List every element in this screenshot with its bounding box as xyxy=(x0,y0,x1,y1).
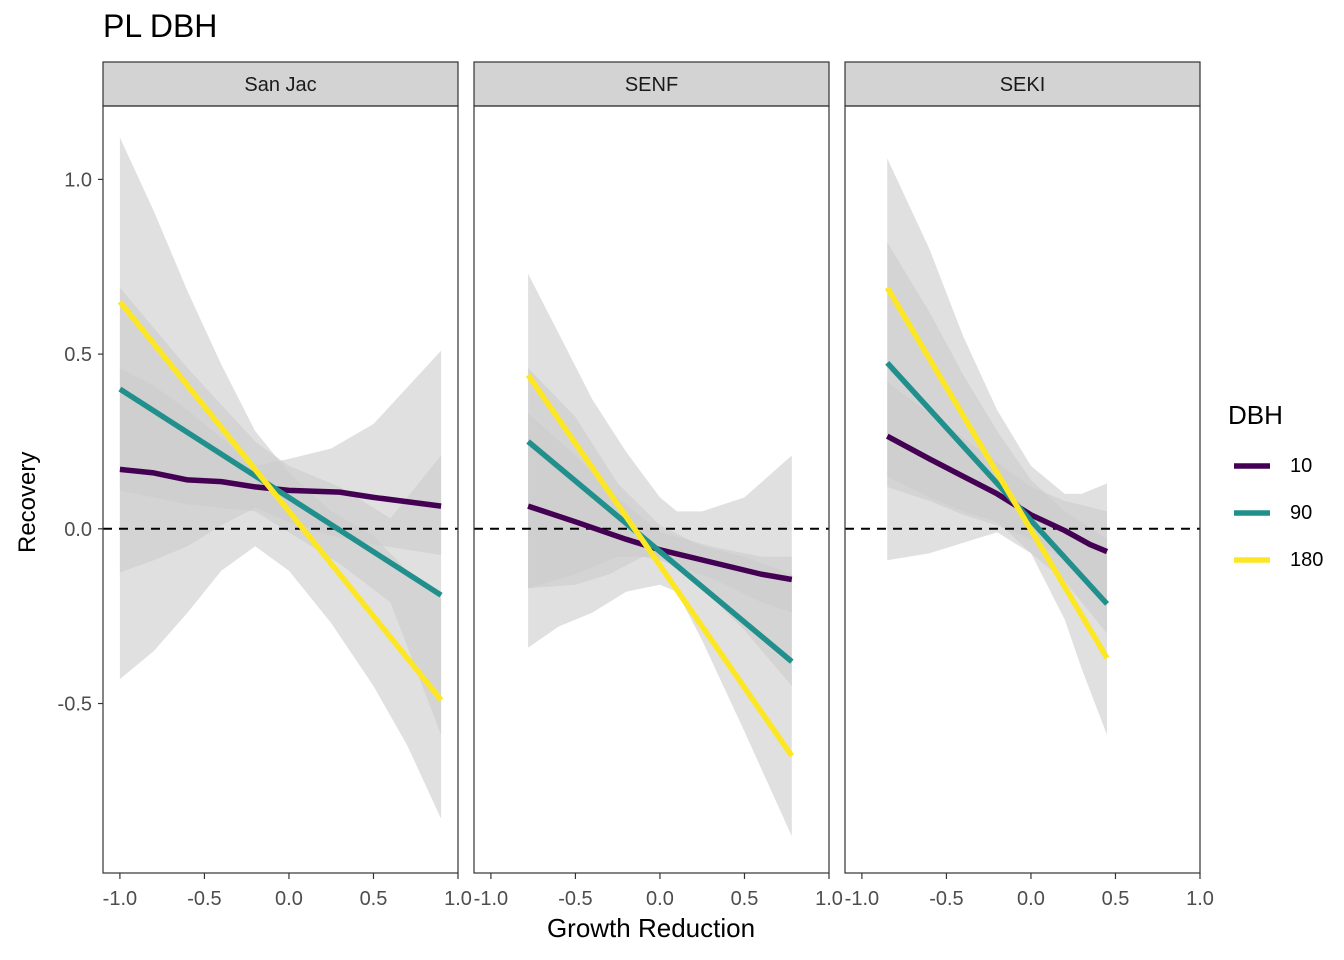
x-tick-label: 1.0 xyxy=(815,888,843,910)
facet-strip-label: SENF xyxy=(625,74,678,96)
x-tick-label: 1.0 xyxy=(1186,888,1214,910)
x-tick-label: -1.0 xyxy=(103,888,137,910)
legend-label-10: 10 xyxy=(1290,455,1313,477)
panel-plot-area xyxy=(103,137,458,819)
x-tick-label: -1.0 xyxy=(474,888,508,910)
y-tick-label: 1.0 xyxy=(64,169,92,191)
facet-strip-label: San Jac xyxy=(244,74,316,96)
series-line-dbh-10 xyxy=(119,466,442,509)
confidence-ribbon-180 xyxy=(887,158,1108,735)
x-tick-label: 0.0 xyxy=(275,888,303,910)
x-tick-label: -0.5 xyxy=(558,888,592,910)
x-tick-label: 0.0 xyxy=(1017,888,1045,910)
series-line-dbh-90 xyxy=(885,360,1110,606)
panel-border xyxy=(473,105,830,874)
x-tick-label: 1.0 xyxy=(444,888,472,910)
panel-plot-area xyxy=(474,273,829,837)
x-tick-label: 0.0 xyxy=(646,888,674,910)
y-tick-label: 0.0 xyxy=(64,519,92,541)
x-axis-label: Growth Reduction xyxy=(546,913,756,943)
y-tick-label: 0.5 xyxy=(64,344,92,366)
y-axis-label: Recovery xyxy=(14,451,41,553)
panel-senf: SENF -1.0 -0.5 0.0 0.5 1.0 xyxy=(473,61,843,910)
panel-seki: SEKI -1.0 -0.5 0.0 0.5 1.0 xyxy=(844,61,1214,910)
x-tick-label: 0.5 xyxy=(360,888,388,910)
legend-title: DBH xyxy=(1228,400,1283,430)
x-tick-label: -0.5 xyxy=(187,888,221,910)
series-line-dbh-180 xyxy=(525,373,795,758)
chart-title: PL DBH xyxy=(103,8,218,44)
panel-plot-area xyxy=(845,158,1200,735)
confidence-ribbon-180 xyxy=(119,137,442,819)
y-tick-label: -0.5 xyxy=(58,694,92,716)
panel-border xyxy=(102,105,459,874)
x-tick-label: -1.0 xyxy=(845,888,879,910)
facet-strip xyxy=(473,61,830,107)
panel-border xyxy=(844,105,1201,874)
x-tick-label: 0.5 xyxy=(1102,888,1130,910)
series-line-dbh-180 xyxy=(884,286,1110,660)
x-tick-label: 0.5 xyxy=(731,888,759,910)
facet-strip xyxy=(844,61,1201,107)
x-tick-label: -0.5 xyxy=(929,888,963,910)
series-line-dbh-90 xyxy=(526,439,794,664)
series-line-dbh-180 xyxy=(117,299,444,702)
panel-san-jac: San Jac -1.0 -0.5 0.0 0.5 1.0 xyxy=(102,61,472,910)
legend-label-90: 90 xyxy=(1290,502,1313,524)
facet-strip xyxy=(102,61,459,107)
facet-strip-label: SEKI xyxy=(1000,74,1046,96)
legend-label-180: 180 xyxy=(1290,549,1324,571)
series-line-dbh-90 xyxy=(118,386,443,598)
